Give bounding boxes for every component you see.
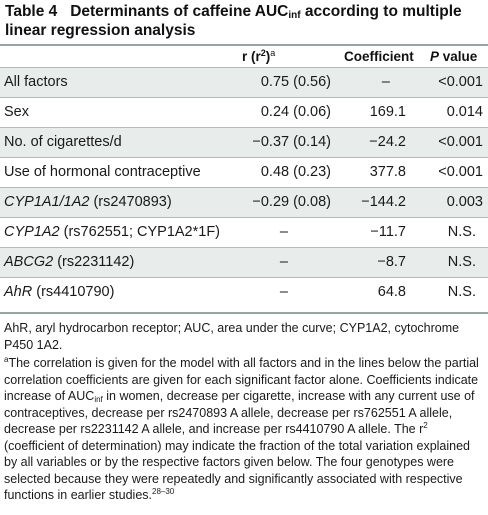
row-p-value: <0.001	[438, 67, 483, 97]
row-coefficient: −8.7	[377, 247, 406, 277]
row-factor: Sex	[4, 97, 29, 127]
row-gene: ABCG2	[4, 254, 53, 270]
row-r: –	[280, 217, 288, 247]
row-r: –	[280, 277, 288, 307]
row-factor: No. of cigarettes/d	[4, 127, 122, 157]
table-row: CYP1A1/1A2 (rs2470893) −0.29 (0.08) −144…	[0, 187, 488, 217]
row-p-value: N.S.	[448, 247, 476, 277]
row-factor: CYP1A2 (rs762551; CYP1A2*1F)	[4, 217, 220, 247]
table-title-main: Determinants of caffeine AUC	[70, 3, 288, 20]
row-factor: AhR (rs4410790)	[4, 277, 114, 307]
row-gene: AhR	[4, 284, 32, 300]
table-row: AhR (rs4410790) – 64.8 N.S.	[0, 277, 488, 307]
row-r: 0.24 (0.06)	[261, 97, 331, 127]
footnote-superscript: 2	[423, 421, 427, 430]
row-r: −0.29 (0.08)	[252, 187, 331, 217]
footnote-references: 28–30	[152, 487, 174, 496]
row-divider	[0, 97, 488, 98]
row-factor: CYP1A1/1A2 (rs2470893)	[4, 187, 172, 217]
footnote-text-3: (coefficient of determination) may indic…	[4, 439, 470, 503]
row-p-value: 0.014	[447, 97, 483, 127]
row-r: 0.75 (0.56)	[261, 67, 331, 97]
footnote-subscript: inf	[94, 395, 102, 404]
table-row: All factors 0.75 (0.56) – <0.001	[0, 67, 488, 97]
row-r: –	[280, 247, 288, 277]
row-coefficient: −144.2	[361, 187, 406, 217]
row-factor: Use of hormonal contraceptive	[4, 157, 201, 187]
header-r: r (r2)a	[242, 47, 275, 67]
header-coefficient: Coefficient	[344, 47, 414, 67]
header-r-text: r (r	[242, 49, 261, 64]
table-row: Use of hormonal contraceptive 0.48 (0.23…	[0, 157, 488, 187]
row-p-value: 0.003	[447, 187, 483, 217]
row-gene: CYP1A2	[4, 224, 60, 240]
table-bottom-divider	[0, 312, 488, 314]
title-divider	[0, 44, 488, 46]
row-coefficient: –	[382, 67, 390, 97]
row-p-value: N.S.	[448, 277, 476, 307]
table-row: CYP1A2 (rs762551; CYP1A2*1F) – −11.7 N.S…	[0, 217, 488, 247]
row-p-value: <0.001	[438, 127, 483, 157]
row-snp: (rs2231142)	[53, 254, 134, 270]
row-divider	[0, 67, 488, 68]
table-row: No. of cigarettes/d −0.37 (0.14) −24.2 <…	[0, 127, 488, 157]
title-subscript: inf	[288, 10, 300, 21]
row-p-value: N.S.	[448, 217, 476, 247]
row-coefficient: −24.2	[369, 127, 406, 157]
header-p-rest: value	[439, 49, 477, 64]
row-coefficient: 169.1	[370, 97, 406, 127]
row-factor: ABCG2 (rs2231142)	[4, 247, 134, 277]
row-coefficient: 377.8	[370, 157, 406, 187]
row-p-value: <0.001	[438, 157, 483, 187]
table-row: Sex 0.24 (0.06) 169.1 0.014	[0, 97, 488, 127]
row-coefficient: 64.8	[378, 277, 406, 307]
row-snp: (rs2470893)	[89, 194, 171, 210]
header-r-note: a	[270, 48, 275, 58]
row-r: 0.48 (0.23)	[261, 157, 331, 187]
row-snp: (rs4410790)	[32, 284, 114, 300]
footnote-a: aThe correlation is given for the model …	[4, 355, 486, 504]
row-factor: All factors	[4, 67, 68, 97]
row-snp: (rs762551; CYP1A2*1F)	[60, 224, 220, 240]
row-coefficient: −11.7	[370, 217, 406, 247]
header-p-italic: P	[430, 49, 439, 64]
table-title: Table 4 Determinants of caffeine AUCinf …	[5, 2, 483, 40]
footnote-abbreviations: AhR, aryl hydrocarbon receptor; AUC, are…	[4, 320, 486, 353]
table-label: Table 4	[5, 3, 57, 20]
row-r: −0.37 (0.14)	[252, 127, 331, 157]
row-gene: CYP1A1/1A2	[4, 194, 89, 210]
header-p-value: P value	[430, 47, 477, 67]
table-row: ABCG2 (rs2231142) – −8.7 N.S.	[0, 247, 488, 277]
